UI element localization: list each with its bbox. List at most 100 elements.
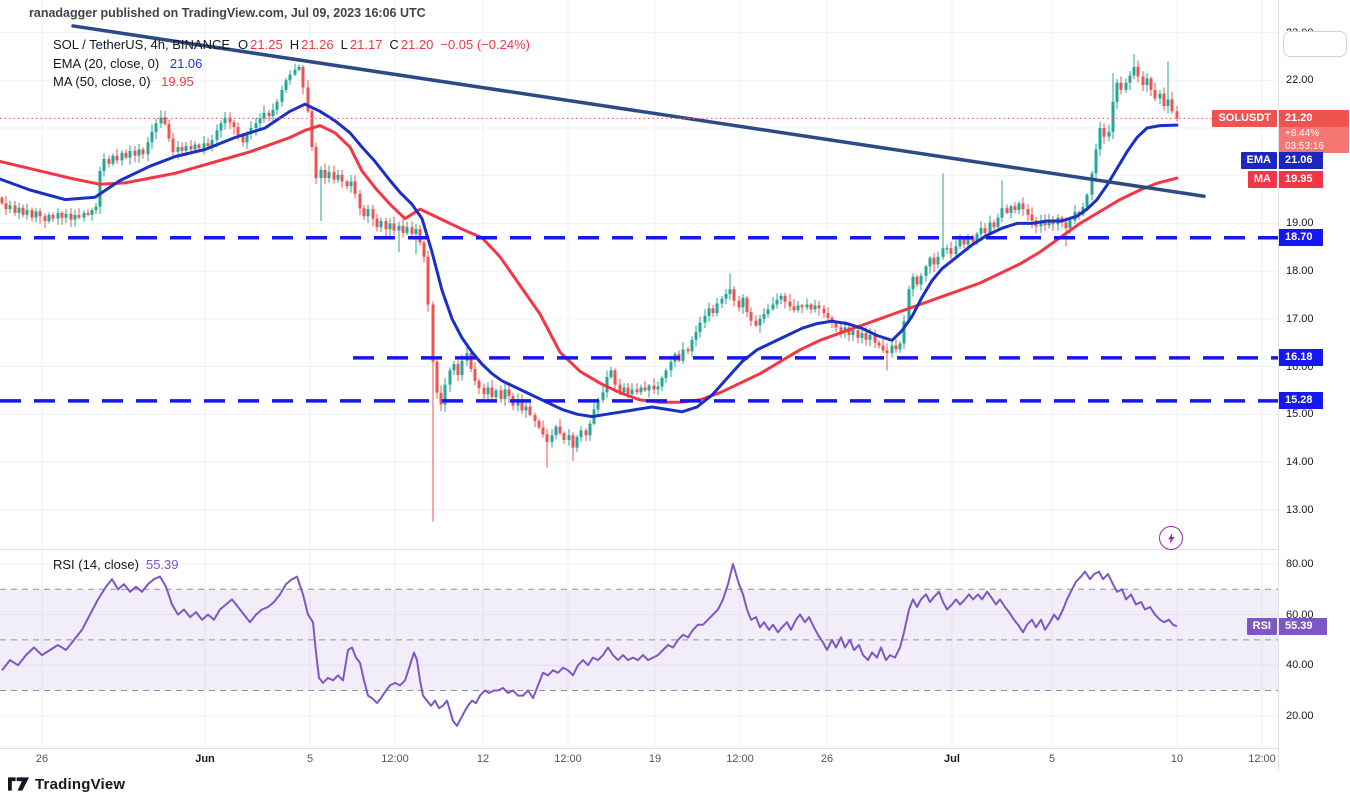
candle-body — [562, 433, 566, 440]
candle-body — [686, 349, 690, 352]
candle-body — [609, 370, 613, 377]
candle-body — [1102, 128, 1106, 137]
time-tick-label: 12:00 — [726, 753, 754, 765]
candle-body — [21, 207, 25, 215]
candle-body — [271, 109, 275, 117]
candle-body — [124, 152, 128, 158]
attribution-text: ranadagger published on TradingView.com,… — [29, 6, 426, 20]
candle-body — [137, 149, 141, 156]
candle-body — [366, 209, 370, 217]
candle-body — [499, 390, 503, 399]
ma50-line[interactable] — [0, 124, 1179, 404]
candle-body — [171, 138, 175, 152]
candle-body — [64, 213, 68, 218]
rsi-legend-row[interactable]: RSI (14, close) 55.39 — [53, 557, 179, 572]
candle-body — [102, 159, 106, 171]
candle-body — [1158, 93, 1162, 99]
candle-body — [936, 256, 940, 265]
time-axis[interactable]: 26 Jun 5 12:00 12 12:00 19 12:00 26 Jul 5 10 12:00 — [0, 748, 1278, 771]
candle-body — [507, 389, 511, 397]
rsi-label: RSI (14, close) — [53, 557, 139, 572]
candle-body — [0, 197, 4, 204]
candle-body — [805, 304, 809, 308]
candle-body — [647, 385, 651, 391]
candle-body — [996, 217, 1000, 228]
candle-body — [477, 380, 481, 388]
candle-body — [1021, 203, 1025, 210]
time-tick-label: 19 — [648, 753, 662, 765]
candle-body — [983, 228, 987, 233]
candle-body — [94, 206, 98, 211]
candle-body — [1145, 78, 1149, 86]
candle-body — [958, 239, 962, 247]
level-badge-1528: 15.28 — [1279, 392, 1323, 410]
candle-body — [397, 225, 401, 231]
last-price-countdown: 03:53:16 — [1279, 139, 1349, 153]
ohlc-values: O 21.25 H 21.26 L 21.17 C 21.20 −0.05 (−0.24%) — [238, 37, 530, 52]
time-tick-label: Jun — [195, 753, 215, 765]
rsi-line[interactable] — [1, 563, 1178, 727]
tradingview-logo-text: TradingView — [35, 775, 126, 793]
candle-body — [745, 297, 749, 313]
candle-body — [550, 435, 554, 442]
candle-body — [596, 399, 600, 410]
axis-tick-label: 17.00 — [1286, 312, 1314, 325]
time-tick-label: 12 — [476, 753, 490, 765]
candle-body — [907, 289, 911, 322]
candle-body — [25, 210, 29, 215]
candle-body — [293, 69, 297, 75]
candle-body — [1085, 194, 1089, 208]
candle-body — [60, 212, 64, 218]
candle-body — [133, 150, 137, 156]
candle-body — [345, 181, 349, 187]
candle-body — [584, 430, 588, 436]
candle-body — [38, 211, 42, 217]
price-scale-box — [1283, 31, 1347, 57]
legend-ema-row[interactable]: EMA (20, close, 0) 21.06 — [53, 55, 532, 74]
candle-body — [754, 320, 758, 326]
candle-body — [1094, 149, 1098, 174]
candle-body — [414, 229, 418, 234]
level-badge-1870: 18.70 — [1279, 229, 1323, 247]
candle-body — [167, 124, 171, 139]
lightning-button[interactable] — [1159, 526, 1183, 550]
time-tick-label: Jul — [944, 753, 960, 765]
candle-body — [154, 123, 158, 132]
candle-body — [86, 212, 90, 215]
time-tick-label: 10 — [1170, 753, 1184, 765]
legend-symbol-row[interactable]: SOL / TetherUS, 4h, BINANCE O 21.25 H 21.26 L… — [53, 36, 532, 55]
tradingview-logo[interactable]: TradingView — [8, 775, 125, 793]
candle-body — [588, 423, 592, 436]
trendline[interactable] — [71, 24, 1206, 198]
candle-body — [1068, 220, 1072, 229]
legend-ma-row[interactable]: MA (50, close, 0) 19.95 — [53, 73, 532, 92]
candle-body — [749, 312, 753, 321]
candle-body — [456, 364, 460, 376]
candle-body — [375, 218, 379, 228]
candle-body — [1090, 173, 1094, 195]
candle-body — [911, 276, 915, 290]
rsi-pill: RSI — [1246, 617, 1277, 635]
candle-body — [262, 112, 266, 119]
candle-body — [541, 427, 545, 435]
candle-body — [694, 332, 698, 340]
candle-body — [902, 321, 906, 344]
chart-canvas[interactable] — [0, 0, 1278, 748]
candle-body — [193, 144, 197, 150]
candle-body — [486, 387, 490, 395]
candle-body — [630, 389, 634, 395]
candle-body — [448, 370, 452, 385]
candle-body — [384, 221, 388, 230]
candle-body — [82, 212, 86, 218]
candle-body — [639, 387, 643, 393]
symbol-title: SOL / TetherUS, 4h, BINANCE — [53, 37, 231, 52]
legend: SOL / TetherUS, 4h, BINANCE O 21.25 H 21.26 L… — [53, 36, 532, 92]
candle-body — [1030, 214, 1034, 221]
ema20-line[interactable] — [0, 102, 1179, 419]
candle-body — [51, 214, 55, 219]
candle-body — [176, 147, 180, 152]
candle-body — [418, 229, 422, 243]
time-tick-label: 12:00 — [554, 753, 582, 765]
candle-body — [656, 386, 660, 390]
candle-body — [919, 275, 923, 285]
